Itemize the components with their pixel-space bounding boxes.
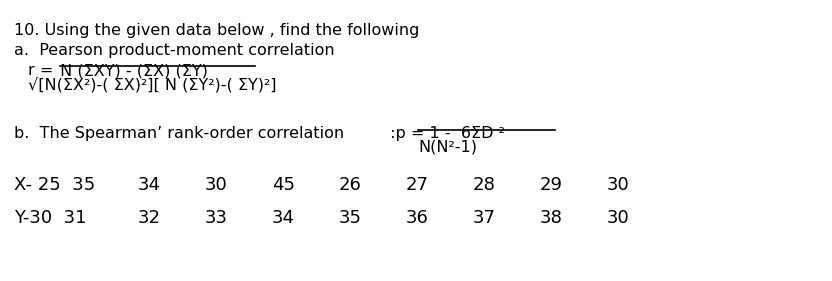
Text: 30: 30	[607, 209, 630, 227]
Text: 30: 30	[205, 176, 228, 194]
Text: :p = 1 -  6ΣD ²: :p = 1 - 6ΣD ²	[385, 126, 505, 141]
Text: r =: r =	[28, 63, 58, 78]
Text: N(N²-1): N(N²-1)	[418, 140, 477, 155]
Text: 34: 34	[138, 176, 161, 194]
Text: Y-30  31: Y-30 31	[14, 209, 87, 227]
Text: √[N(ΣX²)-( ΣX)²][ N (ΣY²)-( ΣY)²]: √[N(ΣX²)-( ΣX)²][ N (ΣY²)-( ΣY)²]	[28, 77, 276, 92]
Text: 10. Using the given data below , find the following: 10. Using the given data below , find th…	[14, 23, 419, 38]
Text: 38: 38	[540, 209, 563, 227]
Text: 45: 45	[272, 176, 295, 194]
Text: b.  The Spearman’ rank-order correlation: b. The Spearman’ rank-order correlation	[14, 126, 344, 141]
Text: 28: 28	[473, 176, 496, 194]
Text: 36: 36	[406, 209, 428, 227]
Text: 34: 34	[272, 209, 295, 227]
Text: X- 25  35: X- 25 35	[14, 176, 95, 194]
Text: a.  Pearson product-moment correlation: a. Pearson product-moment correlation	[14, 43, 334, 58]
Text: 30: 30	[607, 176, 630, 194]
Text: 37: 37	[473, 209, 496, 227]
Text: 29: 29	[540, 176, 563, 194]
Text: 26: 26	[339, 176, 362, 194]
Text: 33: 33	[205, 209, 228, 227]
Text: 35: 35	[339, 209, 362, 227]
Text: 27: 27	[406, 176, 429, 194]
Text: N (ΣXY) - (ΣX) (ΣY): N (ΣXY) - (ΣX) (ΣY)	[55, 63, 208, 78]
Text: 32: 32	[138, 209, 161, 227]
